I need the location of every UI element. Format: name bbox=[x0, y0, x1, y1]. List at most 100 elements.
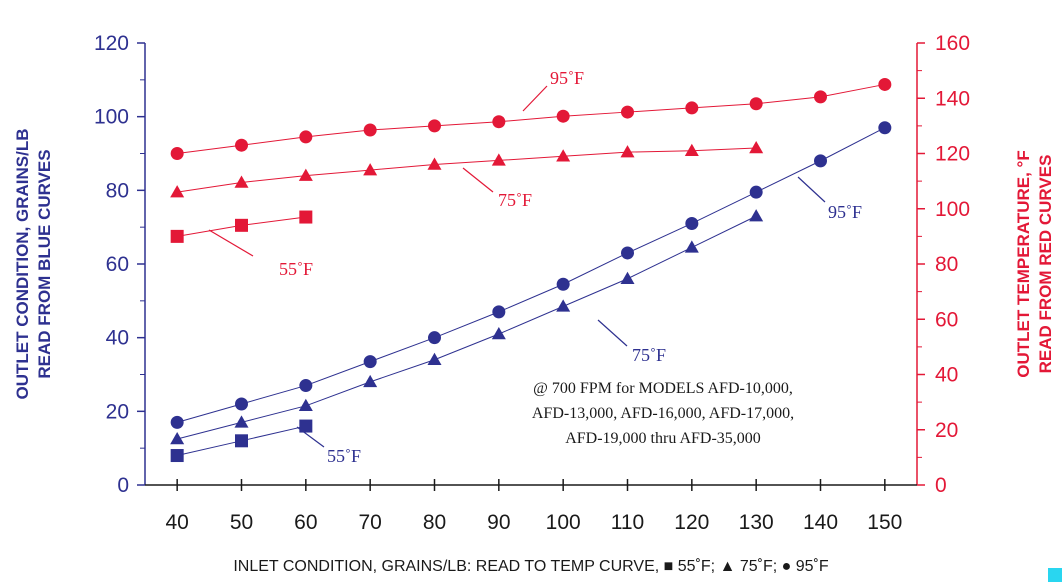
red-triangle-series-point-130 bbox=[749, 140, 764, 154]
red-circle-series-point-90 bbox=[492, 115, 506, 129]
red-square-series-point-60 bbox=[299, 210, 313, 224]
y-left-tick-label-120: 120 bbox=[94, 32, 129, 55]
blue-circle-series-point-140 bbox=[814, 154, 827, 168]
blue-circle-series-line bbox=[177, 127, 886, 423]
y-left-tick-label-80: 80 bbox=[106, 179, 129, 202]
conditions-note-line2: AFD-13,000, AFD-16,000, AFD-17,000, bbox=[532, 405, 794, 422]
red-triangle-series-point-80 bbox=[427, 157, 442, 170]
red-circle-series-point-40 bbox=[170, 147, 184, 160]
red-triangle-curve-label: 75˚F bbox=[498, 190, 532, 210]
y-right-tick-label-140: 140 bbox=[935, 87, 970, 110]
x-tick-label-70: 70 bbox=[358, 511, 381, 534]
y-right-tick-label-160: 160 bbox=[935, 32, 970, 55]
blue-circle-curve-label-leader bbox=[797, 176, 826, 203]
y-left-tick-label-60: 60 bbox=[106, 253, 129, 276]
y-right-axis-title-line2: READ FROM RED CURVES bbox=[1036, 155, 1055, 374]
blue-square-series-point-60 bbox=[299, 419, 313, 433]
corner-accent-square bbox=[1048, 568, 1062, 582]
series-layer bbox=[170, 77, 892, 463]
red-triangle-curve-label-leader bbox=[462, 167, 494, 193]
blue-circle-series-point-90 bbox=[492, 305, 506, 319]
x-tick-label-100: 100 bbox=[546, 511, 581, 534]
red-square-series-point-50 bbox=[235, 218, 248, 232]
y-right-tick-label-0: 0 bbox=[935, 474, 947, 497]
x-tick-label-40: 40 bbox=[165, 511, 188, 534]
x-axis-title: INLET CONDITION, GRAINS/LB: READ TO TEMP… bbox=[233, 558, 829, 575]
red-triangle-series-point-120 bbox=[684, 143, 699, 156]
red-circle-series-point-110 bbox=[621, 105, 634, 119]
red-triangle-series-point-110 bbox=[620, 145, 635, 158]
blue-triangle-curve-label-leader bbox=[597, 319, 628, 347]
blue-square-curve-label-leader bbox=[296, 426, 325, 448]
red-circle-series-point-100 bbox=[556, 109, 570, 123]
red-circle-curve-label: 95˚F bbox=[550, 68, 584, 88]
blue-triangle-series-point-110 bbox=[620, 271, 635, 284]
blue-triangle-series-point-70 bbox=[363, 374, 378, 388]
blue-circle-series-point-50 bbox=[235, 397, 248, 411]
red-triangle-series-point-100 bbox=[556, 149, 571, 162]
red-circle-series-point-60 bbox=[299, 130, 313, 144]
red-triangle-series-point-60 bbox=[298, 168, 313, 181]
blue-square-series-point-50 bbox=[235, 434, 248, 448]
y-left-tick-label-40: 40 bbox=[106, 327, 129, 350]
blue-circle-series-point-60 bbox=[299, 379, 313, 393]
blue-triangle-curve-label: 75˚F bbox=[632, 345, 666, 365]
red-circle-series-point-70 bbox=[363, 123, 377, 137]
x-tick-label-90: 90 bbox=[487, 511, 510, 534]
red-triangle-series-point-90 bbox=[491, 153, 506, 166]
red-circle-series-line bbox=[177, 83, 885, 154]
blue-triangle-series-point-80 bbox=[427, 352, 442, 366]
x-tick-label-60: 60 bbox=[294, 511, 317, 534]
x-tick-label-50: 50 bbox=[230, 511, 253, 534]
x-tick-label-80: 80 bbox=[423, 511, 446, 534]
red-circle-series-point-150 bbox=[878, 77, 892, 91]
y-right-tick-label-20: 20 bbox=[935, 419, 958, 442]
blue-triangle-series-point-120 bbox=[684, 240, 699, 253]
blue-circle-series-point-150 bbox=[878, 121, 892, 135]
x-tick-label-110: 110 bbox=[611, 511, 644, 534]
red-circle-series-point-120 bbox=[685, 101, 699, 115]
y-right-tick-label-60: 60 bbox=[935, 308, 958, 331]
blue-square-series-point-40 bbox=[170, 449, 184, 463]
y-right-tick-label-40: 40 bbox=[935, 364, 958, 387]
conditions-note-line1: @ 700 FPM for MODELS AFD-10,000, bbox=[533, 380, 793, 397]
y-left-tick-label-0: 0 bbox=[117, 474, 129, 497]
blue-circle-series-point-70 bbox=[363, 355, 377, 369]
blue-triangle-series-line bbox=[177, 215, 757, 440]
y-right-tick-label-120: 120 bbox=[935, 143, 970, 166]
red-triangle-series-point-50 bbox=[234, 175, 249, 188]
blue-circle-curve-label: 95˚F bbox=[828, 202, 862, 222]
blue-circle-series-point-100 bbox=[556, 277, 570, 291]
blue-circle-series-point-110 bbox=[621, 246, 634, 260]
blue-circle-series-point-130 bbox=[749, 185, 763, 199]
ticks-layer: 40 50 60 70 80 90 100 110 120 130 140 150 0 20 40 60 80 1… bbox=[94, 32, 970, 534]
x-tick-label-130: 130 bbox=[739, 511, 774, 534]
y-left-tick-label-20: 20 bbox=[106, 400, 129, 423]
blue-triangle-series-point-130 bbox=[749, 209, 764, 222]
red-circle-curve-label-leader bbox=[522, 85, 548, 112]
blue-square-curve-label: 55˚F bbox=[327, 446, 361, 466]
blue-circle-series-point-40 bbox=[170, 415, 184, 429]
x-tick-label-120: 120 bbox=[674, 511, 709, 534]
x-tick-label-140: 140 bbox=[803, 511, 838, 534]
curve-labels-layer: 95˚F 75˚F 55˚F 95˚F 75˚F 55˚F bbox=[208, 68, 862, 466]
blue-circle-series-point-120 bbox=[685, 216, 699, 230]
blue-triangle-series-point-60 bbox=[298, 398, 313, 412]
y-right-tick-label-100: 100 bbox=[935, 198, 970, 221]
red-circle-series-point-140 bbox=[814, 90, 827, 104]
y-left-tick-label-100: 100 bbox=[94, 106, 129, 129]
y-left-axis-title-line1: OUTLET CONDITION, GRAINS/LB bbox=[13, 128, 32, 399]
red-triangle-series-point-70 bbox=[363, 163, 378, 176]
y-right-tick-label-80: 80 bbox=[935, 253, 958, 276]
red-square-curve-label-leader bbox=[208, 229, 254, 257]
y-right-axis-title-line1: OUTLET TEMPERATURE, °F bbox=[1014, 150, 1033, 377]
red-triangle-series-line bbox=[177, 147, 757, 193]
blue-triangle-series-point-90 bbox=[491, 326, 506, 340]
red-square-curve-label: 55˚F bbox=[279, 259, 313, 279]
y-left-axis-title-line2: READ FROM BLUE CURVES bbox=[35, 149, 54, 378]
red-circle-series-point-130 bbox=[749, 97, 763, 111]
conditions-note-line3: AFD-19,000 thru AFD-35,000 bbox=[565, 430, 761, 447]
blue-triangle-series-point-50 bbox=[234, 415, 249, 428]
blue-triangle-series-point-100 bbox=[556, 299, 571, 312]
